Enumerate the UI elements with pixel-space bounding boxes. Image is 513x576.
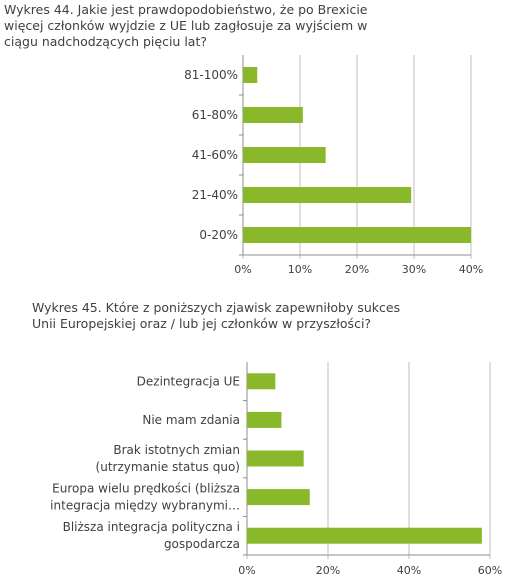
chart-2-title: Wykres 45. Które z poniższych zjawisk za… <box>32 300 401 331</box>
chart1-bar <box>243 107 303 123</box>
chart1-category-label: 61-80% <box>192 108 238 122</box>
chart1-x-tick-label: 40% <box>459 263 483 276</box>
chart2-category-label: Bliższa integracja polityczna i gospodarc… <box>63 520 240 551</box>
chart1-x-tick-label: 30% <box>402 263 426 276</box>
chart2-x-tick-label: 60% <box>478 564 502 576</box>
chart1-category-label: 81-100% <box>184 68 238 82</box>
chart1-bar <box>243 187 412 203</box>
chart1-bar <box>243 147 326 163</box>
chart1-x-tick-label: 10% <box>288 263 312 276</box>
chart1-bar <box>243 227 471 243</box>
chart2-x-tick-label: 20% <box>316 564 340 576</box>
chart2-category-label: Dezintegracja UE <box>137 374 240 388</box>
chart2-bar <box>247 373 276 390</box>
chart2-x-tick-label: 0% <box>238 564 255 576</box>
chart1-x-tick-label: 20% <box>345 263 369 276</box>
chart2-category-label: Brak istotnych zmian (utrzymanie status q… <box>96 443 240 474</box>
chart2-category-label: Nie mam zdania <box>142 413 240 427</box>
chart1-bar <box>243 67 258 83</box>
chart-1-title: Wykres 44. Jakie jest prawdopodobieństwo… <box>4 2 368 49</box>
chart1-category-label: 41-60% <box>192 148 238 162</box>
chart2-category-label: Europa wielu prędkości (bliższa integracj… <box>50 482 240 513</box>
chart2-bar <box>247 411 282 428</box>
chart2-bar <box>247 489 310 506</box>
chart2-bar <box>247 527 482 544</box>
chart2-bar <box>247 450 304 467</box>
chart1-x-tick-label: 0% <box>234 263 251 276</box>
chart2-x-tick-label: 40% <box>397 564 421 576</box>
chart1-category-label: 0-20% <box>199 228 238 242</box>
chart1-category-label: 21-40% <box>192 188 238 202</box>
